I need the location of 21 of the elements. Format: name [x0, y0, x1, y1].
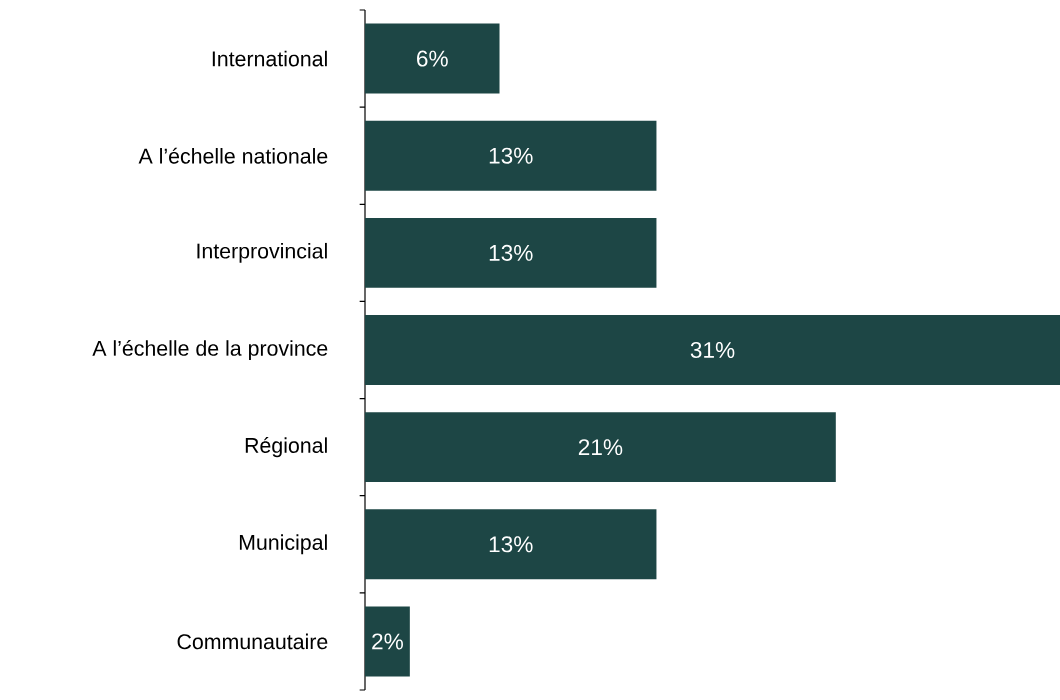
y-tick-label: Interprovincial [197, 242, 327, 263]
y-tick-label: A l’échelle de la province [92, 339, 328, 361]
bar [365, 509, 657, 580]
bar [365, 217, 657, 288]
y-tick-label: A l’échelle nationale [138, 147, 328, 164]
data-label: 13% [489, 244, 533, 261]
y-tick-label: Municipal [239, 534, 327, 555]
bar [365, 120, 657, 191]
data-label: 21% [578, 439, 623, 456]
data-label: 13% [489, 536, 533, 553]
y-tick-label: Communautaire [177, 633, 328, 650]
data-label: 6% [417, 50, 448, 67]
bar [365, 23, 500, 94]
y-tick-label: International [212, 50, 327, 67]
bar [365, 412, 836, 483]
y-tick-label: Régional [245, 437, 327, 458]
bar [365, 315, 1060, 385]
data-label: 31% [690, 341, 735, 359]
bar [365, 606, 410, 677]
data-label: 2% [372, 633, 403, 650]
data-label: 13% [489, 147, 533, 164]
